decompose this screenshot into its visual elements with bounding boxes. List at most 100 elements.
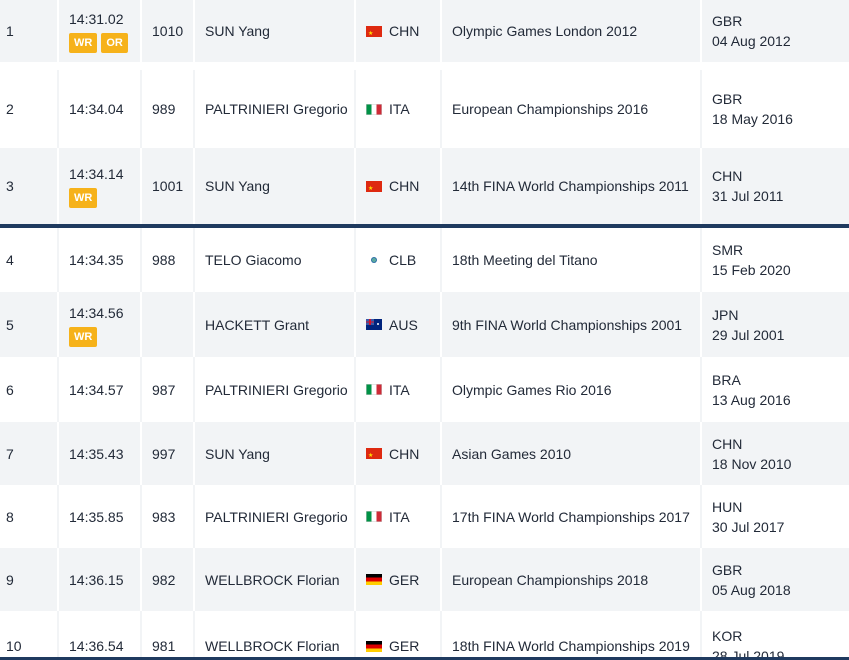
rank-value: 3 — [6, 178, 14, 194]
points-cell: 997 — [142, 422, 195, 485]
table-bottom-border — [0, 657, 849, 660]
nationality-cell: CHN — [356, 422, 442, 485]
athlete-name[interactable]: PALTRINIERI Gregorio — [205, 508, 348, 525]
points-cell: 1001 — [142, 148, 195, 224]
nationality-code: CHN — [389, 23, 420, 39]
venue-cell: HUN 30 Jul 2017 — [702, 485, 849, 548]
competition-cell: 18th FINA World Championships 2019 — [442, 611, 702, 660]
rank-value: 4 — [6, 252, 14, 268]
athlete-name[interactable]: WELLBROCK Florian — [205, 638, 340, 654]
event-date: 29 Jul 2001 — [712, 326, 785, 343]
venue-cell: KOR 28 Jul 2019 — [702, 611, 849, 660]
athlete-name[interactable]: SUN Yang — [205, 23, 270, 39]
table-row[interactable]: 10 14:36.54 981 WELLBROCK Florian GER 18th FI… — [0, 611, 849, 660]
rank-cell: 1 — [0, 0, 59, 62]
athlete-name[interactable]: TELO Giacomo — [205, 252, 302, 268]
venue-country: JPN — [712, 306, 739, 323]
swim-time: 14:34.56 — [69, 304, 124, 321]
nationality-code: GER — [389, 571, 420, 588]
competition-cell: Olympic Games London 2012 — [442, 0, 702, 62]
table-row[interactable]: 5 14:34.56 WR HACKETT Grant AUS 9th FINA Worl… — [0, 292, 849, 357]
athlete-name[interactable]: SUN Yang — [205, 445, 270, 462]
points-value: 989 — [152, 101, 176, 117]
time-cell: 14:31.02 WR OR — [59, 0, 142, 62]
time-cell: 14:34.04 — [59, 70, 142, 148]
venue-country: GBR — [712, 561, 743, 578]
venue-country: CHN — [712, 168, 743, 184]
points-cell: 988 — [142, 228, 195, 292]
time-cell: 14:34.57 — [59, 357, 142, 422]
rank-cell: 10 — [0, 611, 59, 660]
rank-value: 8 — [6, 508, 14, 525]
event-date: 04 Aug 2012 — [712, 33, 791, 49]
germany-flag-icon — [366, 574, 382, 585]
athlete-name[interactable]: HACKETT Grant — [205, 316, 309, 333]
athlete-name[interactable]: PALTRINIERI Gregorio — [205, 101, 348, 117]
competition-name[interactable]: 14th FINA World Championships 2011 — [452, 178, 689, 194]
rank-cell: 7 — [0, 422, 59, 485]
table-row[interactable]: 8 14:35.85 983 PALTRINIERI Gregorio ITA 17th … — [0, 485, 849, 548]
italy-flag-icon — [366, 384, 382, 395]
record-badge: OR — [101, 33, 128, 53]
athlete-name[interactable]: SUN Yang — [205, 178, 270, 194]
time-cell: 14:34.35 — [59, 228, 142, 292]
table-row[interactable]: 2 14:34.04 989 PALTRINIERI Gregorio ITA Europ… — [0, 70, 849, 148]
points-value: 997 — [152, 445, 176, 462]
time-cell: 14:36.15 — [59, 548, 142, 611]
rank-cell: 5 — [0, 292, 59, 357]
competition-name[interactable]: Olympic Games London 2012 — [452, 23, 638, 39]
china-flag-icon — [366, 446, 382, 466]
swim-time: 14:31.02 — [69, 11, 124, 27]
points-cell: 982 — [142, 548, 195, 611]
table-row[interactable]: 3 14:34.14 WR 1001 SUN Yang CHN 14th FINA Worl… — [0, 148, 849, 224]
nationality-code: ITA — [389, 381, 410, 398]
nationality-cell: ITA — [356, 357, 442, 422]
venue-country: SMR — [712, 242, 744, 258]
competition-name[interactable]: 9th FINA World Championships 2001 — [452, 316, 683, 333]
nationality-cell: CHN — [356, 148, 442, 224]
nationality-code: CHN — [389, 178, 420, 194]
athlete-cell: PALTRINIERI Gregorio — [195, 357, 356, 422]
table-row[interactable]: 4 14:34.35 988 TELO Giacomo CLB 18th Meeting … — [0, 228, 849, 292]
athlete-name[interactable]: WELLBROCK Florian — [205, 571, 340, 588]
record-badge: WR — [69, 188, 98, 208]
competition-name[interactable]: 17th FINA World Championships 2017 — [452, 508, 690, 525]
record-badge: WR — [69, 33, 98, 53]
competition-name[interactable]: 18th FINA World Championships 2019 — [452, 638, 690, 654]
points-cell: 987 — [142, 357, 195, 422]
athlete-cell: SUN Yang — [195, 0, 356, 62]
athlete-cell: TELO Giacomo — [195, 228, 356, 292]
athlete-name[interactable]: PALTRINIERI Gregorio — [205, 381, 348, 398]
points-cell: 983 — [142, 485, 195, 548]
competition-name[interactable]: European Championships 2016 — [452, 101, 649, 117]
competition-name[interactable]: Olympic Games Rio 2016 — [452, 381, 612, 398]
points-value: 1001 — [152, 178, 184, 194]
table-row[interactable]: 6 14:34.57 987 PALTRINIERI Gregorio ITA Olymp… — [0, 357, 849, 422]
swim-time: 14:35.85 — [69, 508, 124, 525]
venue-country: KOR — [712, 628, 743, 644]
competition-name[interactable]: European Championships 2018 — [452, 571, 649, 588]
swim-time: 14:34.04 — [69, 101, 124, 117]
nationality-cell: ITA — [356, 485, 442, 548]
rank-value: 10 — [6, 638, 22, 654]
venue-cell: GBR 05 Aug 2018 — [702, 548, 849, 611]
venue-cell: GBR 04 Aug 2012 — [702, 0, 849, 62]
swim-time: 14:36.15 — [69, 571, 124, 588]
rank-value: 5 — [6, 316, 14, 333]
table-row[interactable]: 9 14:36.15 982 WELLBROCK Florian GER European… — [0, 548, 849, 611]
points-cell: 1010 — [142, 0, 195, 62]
athlete-cell: WELLBROCK Florian — [195, 548, 356, 611]
time-cell: 14:35.43 — [59, 422, 142, 485]
record-badges: WR OR — [69, 33, 128, 53]
venue-country: GBR — [712, 13, 743, 29]
table-row[interactable]: 7 14:35.43 997 SUN Yang CHN Asian Games 2010 C… — [0, 422, 849, 485]
event-date: 30 Jul 2017 — [712, 518, 785, 535]
competition-cell: Olympic Games Rio 2016 — [442, 357, 702, 422]
time-cell: 14:34.14 WR — [59, 148, 142, 224]
event-date: 15 Feb 2020 — [712, 262, 791, 278]
competition-name[interactable]: Asian Games 2010 — [452, 445, 572, 462]
competition-name[interactable]: 18th Meeting del Titano — [452, 252, 598, 268]
nationality-code: CHN — [389, 445, 420, 462]
club-flag-icon — [366, 255, 382, 266]
